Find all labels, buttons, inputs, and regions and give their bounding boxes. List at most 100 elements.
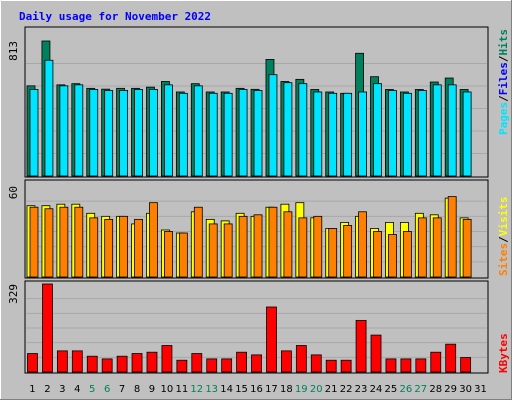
bar-kbytes-day-8 <box>131 353 143 373</box>
legend: Pages/Files/Hits <box>497 29 510 135</box>
x-tick-label-day-20: 20 <box>310 384 323 395</box>
x-tick-label-day-21: 21 <box>325 384 338 395</box>
bar-kbytes-day-27 <box>415 358 427 373</box>
x-tick-label-day-28: 28 <box>429 384 442 395</box>
bar-pages-day-21 <box>328 92 338 177</box>
bar-pages-day-20 <box>313 91 323 177</box>
bar-pages-day-26 <box>402 92 412 177</box>
legend-separator: / <box>497 236 510 243</box>
bar-kbytes-day-26 <box>400 358 412 373</box>
bar-pages-day-14 <box>223 92 233 177</box>
bar-kbytes-day-20 <box>310 354 322 373</box>
x-tick-label-day-1: 1 <box>29 384 35 395</box>
x-tick-label-day-2: 2 <box>44 384 50 395</box>
bar-sites-day-1 <box>29 206 39 278</box>
bar-pages-day-1 <box>29 89 39 177</box>
bar-kbytes-day-25 <box>385 358 397 373</box>
bar-sites-day-27 <box>417 217 427 278</box>
x-tick-label-day-19: 19 <box>295 384 308 395</box>
bar-pages-day-19 <box>298 83 308 177</box>
bar-pages-day-18 <box>283 82 293 177</box>
bar-kbytes-day-16 <box>251 354 262 373</box>
bar-kbytes-day-14 <box>221 358 233 373</box>
bar-pages-day-24 <box>373 83 382 177</box>
bar-sites-day-3 <box>59 206 69 278</box>
x-tick-label-day-3: 3 <box>59 384 65 395</box>
x-tick-label-day-4: 4 <box>74 384 80 395</box>
bar-kbytes-day-17 <box>266 306 277 373</box>
bar-pages-day-28 <box>432 84 442 177</box>
x-tick-label-day-11: 11 <box>175 384 188 395</box>
x-tick-label-day-27: 27 <box>414 384 427 395</box>
bar-kbytes-day-11 <box>176 359 188 373</box>
bar-pages-day-17 <box>268 74 278 177</box>
legend-hits: Hits <box>497 29 510 56</box>
x-tick-label-day-18: 18 <box>280 384 293 395</box>
bar-sites-day-22 <box>343 225 353 278</box>
bar-sites-day-24 <box>373 231 382 278</box>
bar-kbytes-day-9 <box>146 351 158 373</box>
legend-separator: / <box>497 95 510 102</box>
bar-pages-day-16 <box>253 90 263 177</box>
bar-sites-day-20 <box>313 215 323 278</box>
y-tick-label: 329 <box>7 284 20 304</box>
x-tick-label-day-12: 12 <box>190 384 203 395</box>
legend: Sites/Visits <box>497 197 510 277</box>
bar-sites-day-30 <box>462 218 472 278</box>
x-tick-label-day-6: 6 <box>104 384 110 395</box>
bar-kbytes-day-10 <box>161 345 173 373</box>
bar-kbytes-day-21 <box>325 359 337 373</box>
bar-sites-day-25 <box>388 234 397 278</box>
bar-sites-day-19 <box>298 217 308 278</box>
bar-sites-day-29 <box>447 196 457 278</box>
bar-sites-day-4 <box>74 206 84 278</box>
bar-kbytes-day-4 <box>71 350 83 373</box>
bar-kbytes-day-24 <box>370 334 382 373</box>
x-tick-label-day-16: 16 <box>250 384 263 395</box>
bar-pages-day-30 <box>462 91 472 177</box>
legend: KBytes <box>497 333 510 373</box>
legend-visits: Visits <box>497 197 510 237</box>
x-tick-label-day-22: 22 <box>340 384 353 395</box>
bar-kbytes-day-6 <box>101 358 113 373</box>
bar-pages-day-12 <box>193 85 203 177</box>
x-tick-label-day-26: 26 <box>399 384 412 395</box>
x-tick-label-day-15: 15 <box>235 384 248 395</box>
y-tick-label: 60 <box>7 186 20 199</box>
bar-sites-day-2 <box>44 208 54 278</box>
bar-kbytes-day-15 <box>236 351 247 373</box>
y-tick-label: 813 <box>7 41 20 61</box>
bar-sites-day-16 <box>253 214 263 278</box>
x-tick-label-day-5: 5 <box>89 384 95 395</box>
bar-sites-day-17 <box>268 206 278 278</box>
bar-sites-day-8 <box>134 218 143 278</box>
bar-sites-day-6 <box>104 218 114 278</box>
bar-sites-day-13 <box>208 223 218 278</box>
legend-files: Files <box>497 62 510 95</box>
x-tick-label-day-17: 17 <box>265 384 278 395</box>
x-tick-label-day-29: 29 <box>444 384 457 395</box>
bar-pages-day-6 <box>104 90 114 177</box>
bar-pages-day-8 <box>134 89 143 177</box>
bar-kbytes-day-3 <box>56 350 68 373</box>
bar-kbytes-day-2 <box>42 283 53 373</box>
bar-sites-day-5 <box>89 217 99 278</box>
bar-sites-day-9 <box>149 202 158 278</box>
bar-pages-day-2 <box>44 59 54 177</box>
x-tick-label-day-30: 30 <box>459 384 472 395</box>
x-tick-label-day-9: 9 <box>149 384 155 395</box>
bar-sites-day-23 <box>358 211 367 278</box>
x-tick-label-day-24: 24 <box>370 384 383 395</box>
bar-sites-day-11 <box>178 232 188 278</box>
bar-pages-day-3 <box>59 85 69 177</box>
chart-title: Daily usage for November 2022 <box>19 10 211 23</box>
x-tick-label-day-23: 23 <box>355 384 368 395</box>
bar-kbytes-day-5 <box>86 355 98 373</box>
bar-pages-day-25 <box>388 90 397 177</box>
bar-kbytes-day-29 <box>445 343 457 373</box>
x-tick-label-day-10: 10 <box>161 384 174 395</box>
legend-separator: / <box>497 55 510 62</box>
legend-sites: Sites <box>497 243 510 276</box>
bar-sites-day-26 <box>402 231 412 278</box>
